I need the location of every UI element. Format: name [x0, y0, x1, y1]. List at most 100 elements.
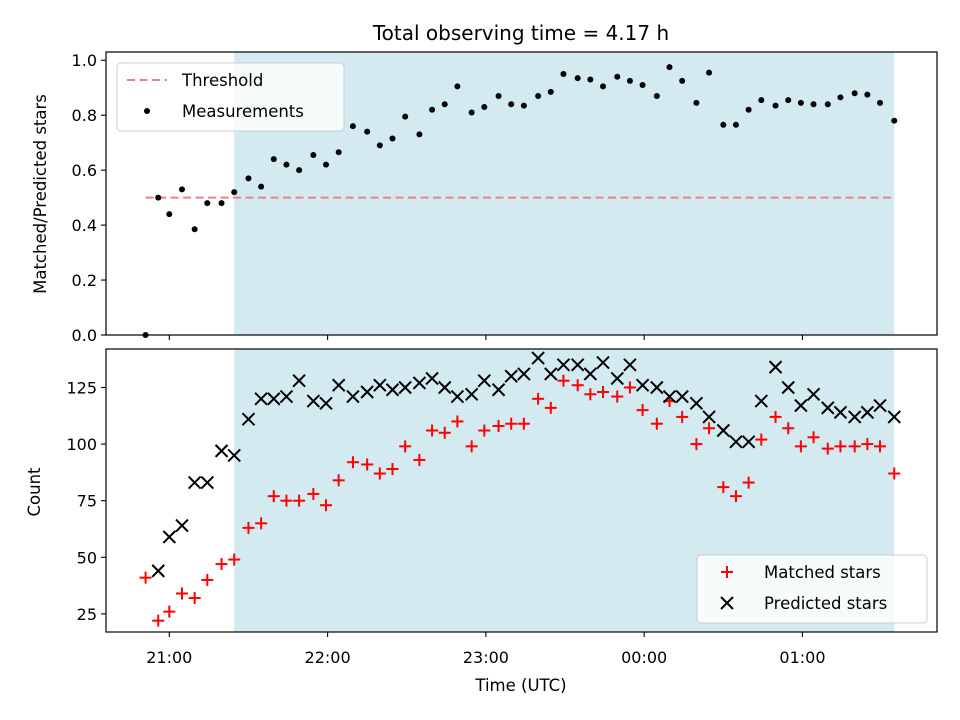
- matched-star-marker: [139, 571, 152, 584]
- matched-star-marker: [163, 605, 176, 618]
- legend-threshold-label: Threshold: [181, 71, 263, 90]
- matched-star-marker: [703, 422, 716, 435]
- measurement-point: [296, 167, 303, 174]
- matched-star-marker: [729, 490, 742, 503]
- predicted-star-marker: [450, 389, 465, 404]
- predicted-star-marker: [650, 380, 664, 395]
- predicted-star-marker: [675, 389, 689, 404]
- x-tick-label: 23:00: [463, 648, 509, 667]
- matched-star-marker: [242, 521, 255, 534]
- matched-star-marker: [188, 592, 201, 605]
- measurement-point: [218, 200, 225, 207]
- count-panel-frame: [105, 348, 938, 633]
- predicted-star-marker: [319, 396, 333, 411]
- matched-star-marker: [346, 456, 359, 469]
- measurement-point: [614, 73, 621, 80]
- matched-star-marker: [293, 494, 306, 507]
- matched-star-marker: [807, 431, 820, 444]
- measurement-point: [441, 101, 448, 108]
- matched-star-marker: [267, 490, 280, 503]
- matched-star-marker: [517, 417, 530, 430]
- ratio-y-tick-label: 0.2: [72, 271, 97, 290]
- measurement-point: [653, 92, 660, 99]
- matched-star-marker: [532, 392, 545, 405]
- measurement-point: [178, 186, 185, 193]
- ratio-y-tick-label: 0.0: [72, 326, 97, 345]
- matched-star-marker: [399, 440, 412, 453]
- predicted-star-marker: [781, 380, 795, 395]
- predicted-star-marker: [360, 385, 374, 399]
- ratio-y-tick-label: 1.0: [72, 51, 97, 70]
- predicted-star-marker: [583, 367, 598, 381]
- matched-star-marker: [215, 558, 228, 571]
- predicted-star-marker: [623, 358, 637, 372]
- predicted-star-marker: [151, 564, 165, 578]
- matched-star-marker: [821, 442, 834, 455]
- matched-star-marker: [201, 573, 214, 586]
- matched-star-marker: [361, 458, 374, 471]
- measurement-point: [155, 194, 162, 201]
- predicted-star-marker: [331, 378, 346, 392]
- predicted-star-marker: [556, 358, 571, 372]
- measurement-point: [468, 109, 475, 116]
- measurement-point: [535, 92, 542, 99]
- matched-star-marker: [623, 381, 636, 394]
- matched-star-marker: [794, 440, 807, 453]
- measurement-point: [837, 94, 844, 101]
- matched-star-marker: [492, 419, 505, 432]
- ratio-legend: Threshold Measurements: [116, 62, 345, 132]
- measurement-point: [191, 226, 198, 233]
- predicted-star-marker: [346, 389, 360, 404]
- predicted-star-marker: [491, 383, 506, 397]
- predicted-star-marker: [398, 380, 412, 395]
- measurement-point: [824, 101, 831, 108]
- legend-measurements-label: Measurements: [182, 102, 304, 121]
- measurement-point: [283, 161, 290, 168]
- predicted-star-marker: [425, 371, 439, 386]
- count-legend-box: [696, 554, 928, 624]
- predicted-star-marker: [464, 387, 479, 401]
- count-y-tick-label: 125: [66, 378, 97, 397]
- measurement-point: [600, 83, 607, 90]
- predicted-star-marker: [716, 423, 731, 438]
- predicted-star-marker: [279, 389, 294, 404]
- count-y-tick-label: 25: [77, 605, 97, 624]
- measurement-point: [454, 83, 461, 90]
- predicted-star-marker: [729, 435, 743, 449]
- ratio-y-tick-label: 0.8: [72, 106, 97, 125]
- measurement-point: [772, 102, 779, 109]
- ratio-y-tick-label: 0.6: [72, 161, 97, 180]
- predicted-star-marker: [821, 401, 835, 415]
- count-y-tick-label: 75: [77, 492, 97, 511]
- predicted-star-marker: [635, 378, 650, 392]
- measurement-point: [481, 103, 488, 110]
- predicted-star-marker: [175, 518, 189, 533]
- predicted-star-marker: [227, 448, 241, 463]
- predicted-star-marker: [544, 367, 558, 381]
- matched-star-marker: [611, 390, 624, 403]
- predicted-star-marker: [833, 405, 848, 420]
- measurement-point: [429, 106, 436, 113]
- legend-matched-label: Matched stars: [764, 563, 881, 582]
- count-legend: Matched stars Predicted stars: [696, 554, 928, 624]
- ratio-y-tick-label: 0.4: [72, 216, 97, 235]
- measurement-point: [310, 152, 317, 159]
- predicted-star-marker: [385, 383, 400, 397]
- matched-star-marker: [742, 476, 755, 489]
- measurement-point: [679, 77, 686, 84]
- matched-star-marker: [571, 379, 584, 392]
- matched-star-marker: [478, 424, 491, 437]
- measurement-point: [508, 101, 515, 108]
- matched-star-marker: [307, 487, 320, 500]
- predicted-star-marker: [306, 394, 321, 408]
- predicted-star-marker: [702, 410, 716, 424]
- matched-star-marker: [650, 417, 663, 430]
- measurement-point: [758, 97, 765, 104]
- measurement-point: [520, 102, 527, 109]
- count-y-tick-label: 50: [77, 548, 97, 567]
- predicted-star-marker: [596, 355, 610, 370]
- predicted-star-marker: [689, 396, 704, 411]
- matched-star-marker: [676, 410, 689, 423]
- matched-star-marker: [413, 453, 426, 466]
